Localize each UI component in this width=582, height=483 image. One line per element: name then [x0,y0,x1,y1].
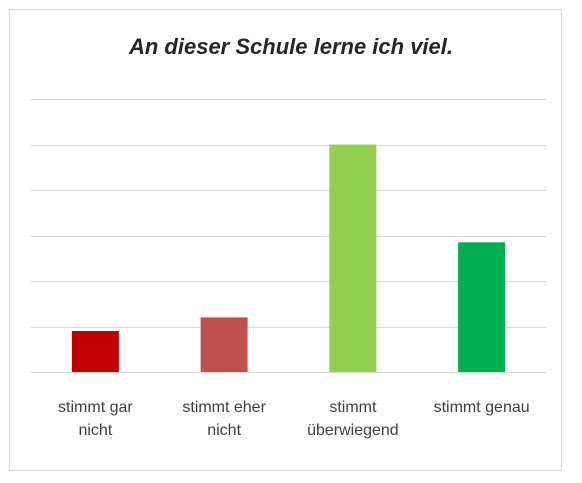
x-tick-label: stimmt genau [433,399,530,416]
x-tick-label: stimmt gar nicht [58,399,133,439]
bar [329,144,377,372]
bar [458,242,506,372]
bar [200,317,248,372]
chart-title: An dieser Schule lerne ich viel. [128,34,454,59]
bar [71,331,119,372]
x-tick-label: stimmt überwiegend [307,399,399,439]
chart-border [9,9,562,471]
x-tick-label: stimmt eher nicht [182,399,266,439]
